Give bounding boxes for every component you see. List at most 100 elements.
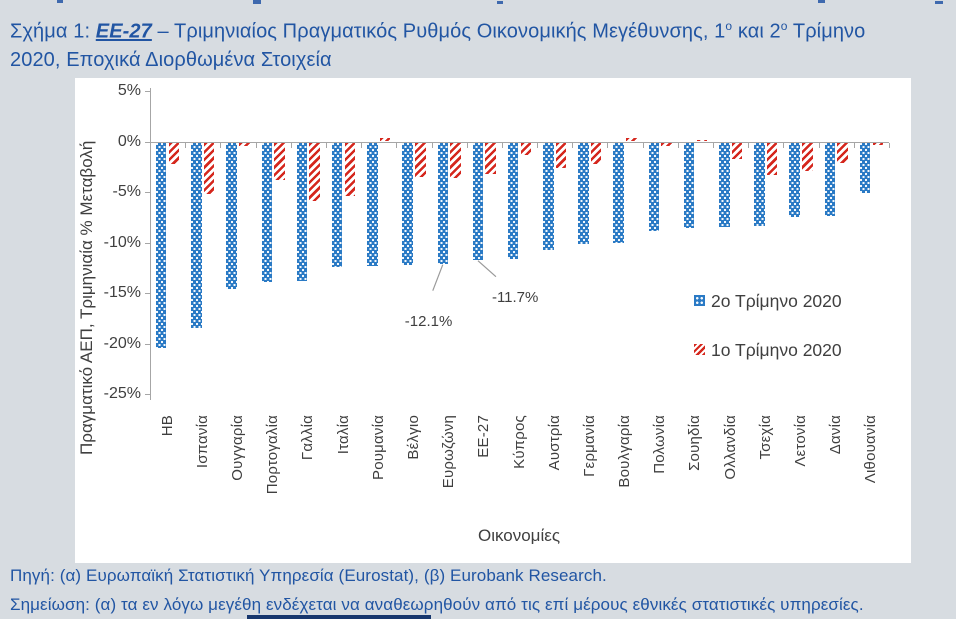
bar-blue-Λιθουανία [859,143,871,193]
x-category-label: Σουηδία [686,415,704,471]
x-category-label: Δανία [827,415,845,455]
x-category-label: ΗΒ [158,415,176,437]
x-category-label: ΕΕ-27 [475,415,493,458]
bar-blue-ΗΒ [155,143,167,348]
bar-blue-Πορτογαλία [261,143,273,282]
x-tick [748,143,750,148]
bar-red-Τσεχία [766,143,778,175]
bar-red-Ισπανία [203,143,215,195]
y-tick [145,141,150,143]
legend-marker-blue [694,295,705,306]
x-category-label: Τσεχία [756,415,774,460]
x-tick [396,143,398,148]
y-tick [145,192,150,193]
note-line: Σημείωση: (α) τα εν λόγω μεγέθη ενδέχετα… [10,595,864,614]
bar-blue-Λετονία [789,143,800,218]
y-tick [145,394,150,395]
y-tick [145,293,150,294]
bar-blue-Βέλγιο [402,143,413,265]
x-tick [607,143,609,148]
x-category-label: Κύπρος [510,415,528,469]
x-axis-zero-line [150,141,889,143]
bar-red-Σουηδία [696,140,708,142]
x-tick [361,143,363,148]
y-axis-line [150,88,151,400]
figure-title-sup1: ο [725,19,733,33]
bar-blue-Ρουμανία [367,143,378,266]
legend-marker-red [694,344,705,355]
x-tick [150,143,151,148]
legend-label: 2ο Τρίμηνο 2020 [711,291,842,311]
bar-blue-Ιταλία [331,143,343,267]
x-category-label: Γερμανία [580,415,598,477]
data-label: -12.1% [404,312,453,330]
bar-blue-Αυστρία [543,143,554,250]
x-tick [677,143,679,148]
bar-blue-Ευρωζώνη [437,143,449,264]
y-tick-label: 5% [117,82,141,99]
x-category-label: Ισπανία [193,415,211,469]
bar-blue-Γαλλία [296,143,308,281]
chart-panel: Πραγματικό ΑΕΠ, Τριμηνιαία % Μεταβολή 5%… [75,78,911,563]
x-tick [290,143,292,148]
y-tick-label: -20% [103,334,141,352]
y-tick [145,91,150,92]
bar-blue-Ουγγαρία [226,143,237,289]
x-tick [185,143,187,148]
figure-title-rest2: και 2 [732,20,781,43]
figure-title: Σχήμα 1: ΕΕ-27 – Τριμηνιαίος Πραγματικός… [10,12,955,74]
bar-red-Κύπρος [520,143,532,155]
y-tick-label: -25% [103,385,141,402]
x-category-label: Ευρωζώνη [440,415,458,489]
x-tick [466,143,468,148]
bar-blue-Κύπρος [507,143,519,259]
x-category-label: Λιθουανία [862,415,880,484]
bar-blue-Σουηδία [683,143,695,229]
bar-blue-ΕΕ-27 [472,143,484,260]
bar-red-Ρουμανία [379,138,391,142]
legend-label: 1ο Τρίμηνο 2020 [711,340,842,360]
x-tick [255,143,257,148]
bar-red-Λετονία [802,143,813,171]
x-category-label: Πολωνία [651,415,669,474]
bar-red-Ολλανδία [731,143,743,159]
figure-title-line2: 2020, Εποχικά Διορθωμένα Στοιχεία [10,48,332,71]
x-tick [853,143,855,148]
bar-red-Βέλγιο [415,143,426,177]
bar-red-Αυστρία [555,143,567,168]
x-tick [642,143,644,148]
data-label: -11.7% [491,288,539,306]
x-category-label: Λετονία [792,415,810,467]
x-tick [325,143,327,148]
bar-blue-Ισπανία [191,143,202,329]
y-tick-label: -15% [103,284,141,301]
bar-red-ΕΕ-27 [485,143,496,174]
y-tick [145,343,150,345]
x-tick [783,143,785,148]
figure-title-rest1: – Τριμηνιαίος Πραγματικός Ρυθμός Οικονομ… [151,20,726,43]
x-category-label: Ολλανδία [721,415,739,480]
x-tick [431,143,433,148]
x-tick [220,143,222,148]
x-category-label: Πορτογαλία [264,415,282,495]
x-category-label: Ιταλία [334,415,352,455]
x-category-label: Βουλγαρία [616,415,634,488]
y-tick-label: -5% [112,183,141,200]
x-category-label: Ρουμανία [369,415,387,480]
y-tick [145,242,150,244]
figure-title-highlight: ΕΕ-27 [95,20,152,43]
bar-blue-Πολωνία [648,143,660,232]
bar-red-ΗΒ [168,143,180,164]
x-category-label: Γαλλία [299,415,317,461]
bar-blue-Τσεχία [754,143,765,227]
x-tick [713,143,715,148]
bar-red-Γαλλία [309,143,320,202]
x-category-label: Ουγγαρία [228,415,246,481]
bar-red-Πορτογαλία [274,143,285,180]
bar-red-Λιθουανία [872,143,883,145]
figure-title-sup2: ο [780,19,788,33]
figure-title-prefix: Σχήμα 1: [10,20,96,43]
bar-blue-Γερμανία [578,143,589,244]
bar-red-Δανία [837,143,848,163]
